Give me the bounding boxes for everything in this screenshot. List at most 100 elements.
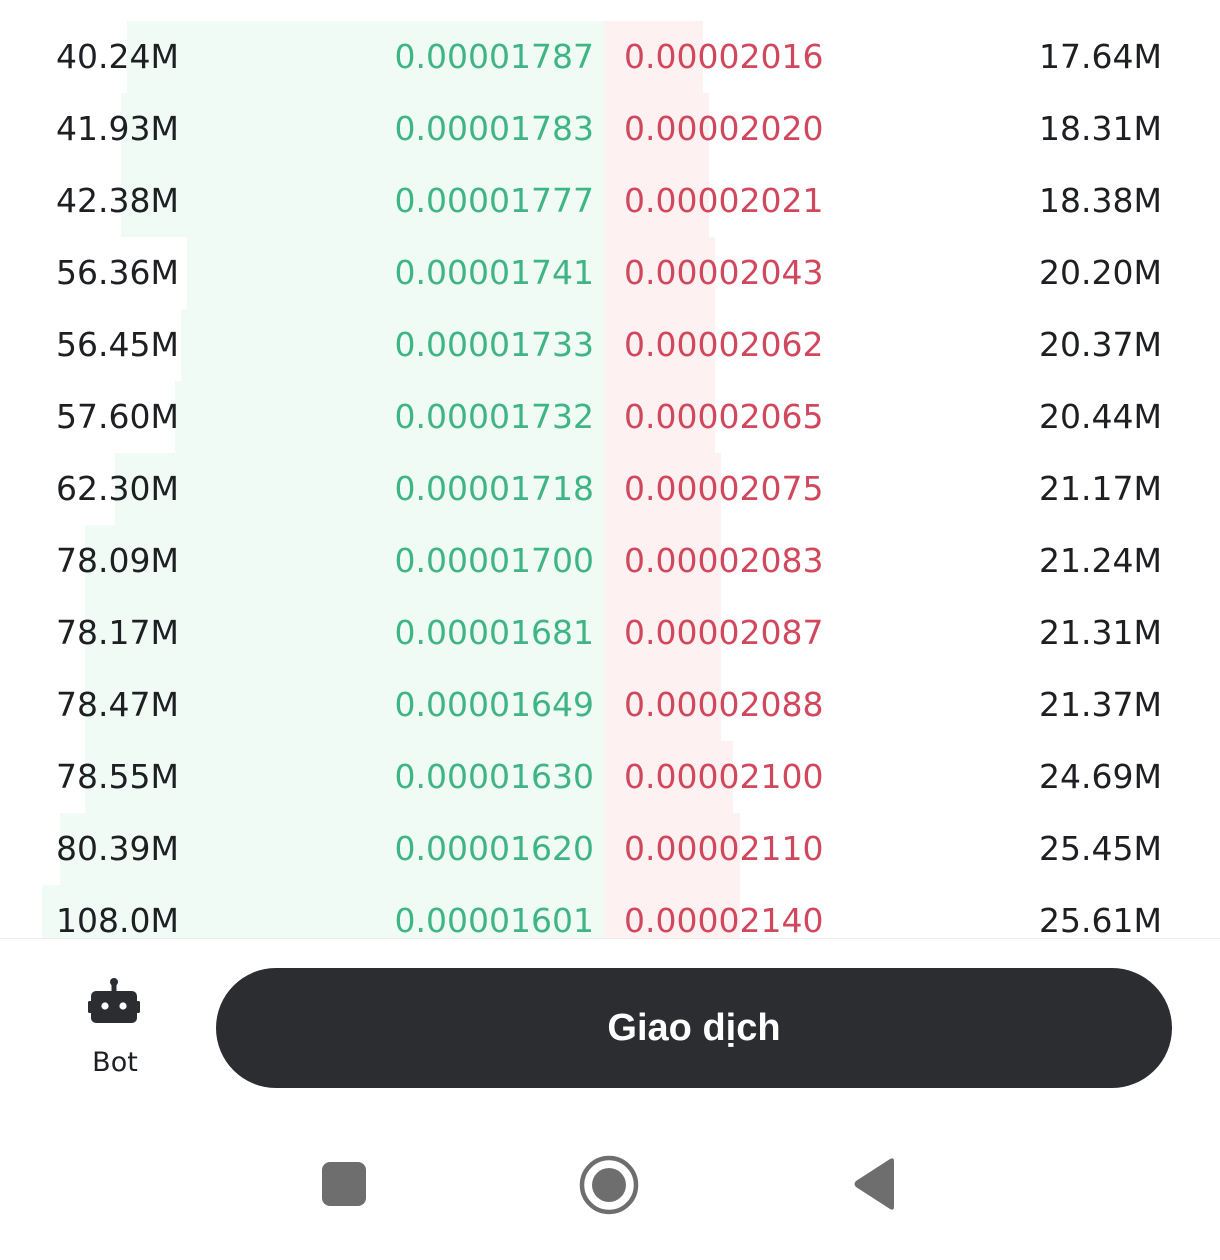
bid-depth-bar xyxy=(60,813,604,885)
ask-quantity: 25.61M xyxy=(1039,901,1162,938)
back-triangle-icon[interactable] xyxy=(850,1156,900,1212)
order-book-row[interactable]: 78.55M 0.00001630 0.00002100 24.69M xyxy=(0,741,1220,813)
order-book-row[interactable]: 57.60M 0.00001732 0.00002065 20.44M xyxy=(0,381,1220,453)
order-book-row[interactable]: 78.09M 0.00001700 0.00002083 21.24M xyxy=(0,525,1220,597)
ask-price: 0.00002043 xyxy=(624,253,824,292)
ask-quantity: 21.31M xyxy=(1039,613,1162,652)
bid-price: 0.00001718 xyxy=(394,469,594,508)
bid-depth-bar xyxy=(85,741,604,813)
bid-quantity: 56.45M xyxy=(56,325,179,364)
bid-quantity: 41.93M xyxy=(56,109,179,148)
ask-depth-bar xyxy=(604,21,703,93)
bot-button[interactable]: Bot xyxy=(60,969,170,1089)
trade-button[interactable]: Giao dịch xyxy=(216,968,1172,1088)
ask-price: 0.00002062 xyxy=(624,325,824,364)
bid-price: 0.00001620 xyxy=(394,829,594,868)
bid-quantity: 62.30M xyxy=(56,469,179,508)
ask-quantity: 21.24M xyxy=(1039,541,1162,580)
ask-price: 0.00002087 xyxy=(624,613,824,652)
ask-quantity: 18.31M xyxy=(1039,109,1162,148)
order-book-row[interactable]: 56.45M 0.00001733 0.00002062 20.37M xyxy=(0,309,1220,381)
order-book-row[interactable]: 78.47M 0.00001649 0.00002088 21.37M xyxy=(0,669,1220,741)
ask-depth-bar xyxy=(604,525,721,597)
ask-price: 0.00002110 xyxy=(624,829,824,868)
ask-price: 0.00002140 xyxy=(624,901,824,938)
bid-price: 0.00001732 xyxy=(394,397,594,436)
ask-depth-bar xyxy=(604,669,721,741)
bid-price: 0.00001733 xyxy=(394,325,594,364)
order-book-row[interactable]: 62.30M 0.00001718 0.00002075 21.17M xyxy=(0,453,1220,525)
bid-price: 0.00001630 xyxy=(394,757,594,796)
ask-price: 0.00002065 xyxy=(624,397,824,436)
bid-price: 0.00001741 xyxy=(394,253,594,292)
ask-price: 0.00002100 xyxy=(624,757,824,796)
ask-price: 0.00002075 xyxy=(624,469,824,508)
bid-price: 0.00001783 xyxy=(394,109,594,148)
bid-quantity: 78.09M xyxy=(56,541,179,580)
ask-depth-bar xyxy=(604,813,740,885)
order-book: 40.24M 0.00001787 0.00002016 17.64M 41.93M 0.… xyxy=(0,21,1220,938)
order-book-row[interactable]: 40.24M 0.00001787 0.00002016 17.64M xyxy=(0,21,1220,93)
ask-quantity: 21.17M xyxy=(1039,469,1162,508)
ask-quantity: 25.45M xyxy=(1039,829,1162,868)
bid-depth-bar xyxy=(181,309,604,381)
order-book-row[interactable]: 80.39M 0.00001620 0.00002110 25.45M xyxy=(0,813,1220,885)
ask-quantity: 18.38M xyxy=(1039,181,1162,220)
robot-icon xyxy=(88,978,140,1023)
bid-quantity: 42.38M xyxy=(56,181,179,220)
bid-quantity: 57.60M xyxy=(56,397,179,436)
order-book-row[interactable]: 78.17M 0.00001681 0.00002087 21.31M xyxy=(0,597,1220,669)
bid-quantity: 78.55M xyxy=(56,757,179,796)
home-circle-icon[interactable] xyxy=(578,1154,640,1216)
ask-quantity: 20.20M xyxy=(1039,253,1162,292)
bid-quantity: 80.39M xyxy=(56,829,179,868)
ask-price: 0.00002020 xyxy=(624,109,824,148)
ask-price: 0.00002016 xyxy=(624,37,824,76)
ask-quantity: 17.64M xyxy=(1039,37,1162,76)
recents-square-icon[interactable] xyxy=(318,1158,370,1210)
bid-quantity: 78.17M xyxy=(56,613,179,652)
bid-quantity: 78.47M xyxy=(56,685,179,724)
bid-depth-bar xyxy=(121,165,604,237)
ask-depth-bar xyxy=(604,93,709,165)
ask-depth-bar xyxy=(604,381,715,453)
bid-price: 0.00001777 xyxy=(394,181,594,220)
bid-price: 0.00001601 xyxy=(394,901,594,938)
bot-label: Bot xyxy=(92,1047,138,1078)
bid-depth-bar xyxy=(85,597,604,669)
ask-depth-bar xyxy=(604,741,733,813)
bid-depth-bar xyxy=(85,525,604,597)
ask-depth-bar xyxy=(604,597,721,669)
bottom-action-bar: Bot Giao dịch xyxy=(0,938,1220,1109)
bid-depth-bar xyxy=(187,237,604,309)
ask-depth-bar xyxy=(604,885,740,938)
ask-depth-bar xyxy=(604,453,721,525)
ask-price: 0.00002088 xyxy=(624,685,824,724)
bid-price: 0.00001787 xyxy=(394,37,594,76)
bid-quantity: 56.36M xyxy=(56,253,179,292)
ask-quantity: 24.69M xyxy=(1039,757,1162,796)
bid-quantity: 40.24M xyxy=(56,37,179,76)
ask-depth-bar xyxy=(604,165,709,237)
bid-depth-bar xyxy=(127,21,604,93)
ask-quantity: 20.44M xyxy=(1039,397,1162,436)
bid-depth-bar xyxy=(42,885,604,938)
ask-depth-bar xyxy=(604,309,715,381)
ask-price: 0.00002021 xyxy=(624,181,824,220)
bid-depth-bar xyxy=(175,381,604,453)
order-book-row[interactable]: 108.0M 0.00001601 0.00002140 25.61M xyxy=(0,885,1220,938)
bid-price: 0.00001700 xyxy=(394,541,594,580)
bid-depth-bar xyxy=(115,453,604,525)
ask-price: 0.00002083 xyxy=(624,541,824,580)
ask-depth-bar xyxy=(604,237,715,309)
system-navigation-bar xyxy=(0,1108,1220,1260)
order-book-row[interactable]: 41.93M 0.00001783 0.00002020 18.31M xyxy=(0,93,1220,165)
bid-price: 0.00001649 xyxy=(394,685,594,724)
order-book-row[interactable]: 56.36M 0.00001741 0.00002043 20.20M xyxy=(0,237,1220,309)
bid-depth-bar xyxy=(121,93,604,165)
bid-quantity: 108.0M xyxy=(56,901,179,938)
ask-quantity: 21.37M xyxy=(1039,685,1162,724)
bid-price: 0.00001681 xyxy=(394,613,594,652)
order-book-row[interactable]: 42.38M 0.00001777 0.00002021 18.38M xyxy=(0,165,1220,237)
bid-depth-bar xyxy=(85,669,604,741)
